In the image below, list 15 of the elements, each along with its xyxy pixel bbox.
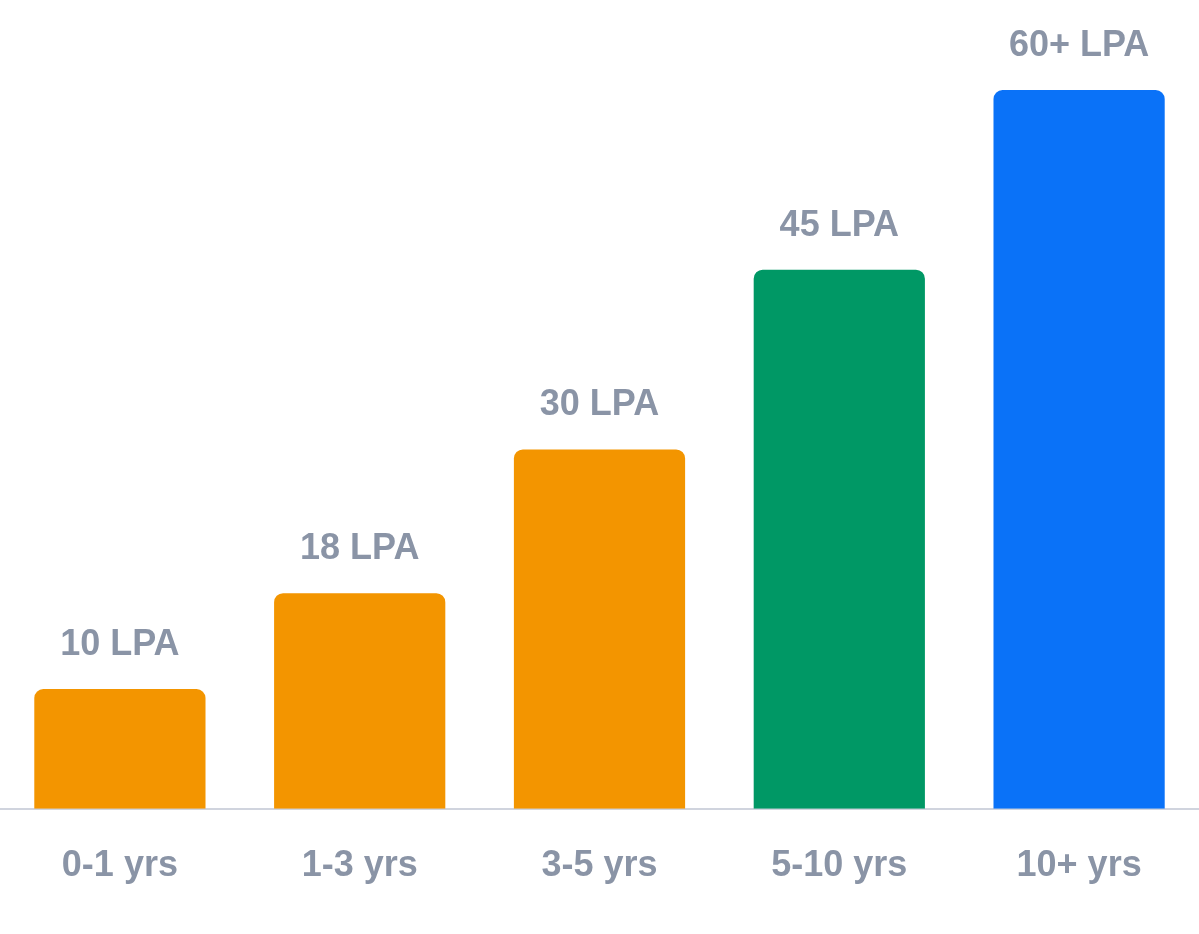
x-tick-label: 3-5 yrs <box>541 843 658 885</box>
x-tick-label: 1-3 yrs <box>301 843 418 885</box>
data-label: 10 LPA <box>60 621 180 663</box>
bar <box>753 269 925 809</box>
bar <box>274 593 446 809</box>
x-tick-label: 10+ yrs <box>1016 843 1142 885</box>
data-label: 45 LPA <box>779 202 899 244</box>
bar <box>34 689 206 809</box>
x-tick-label: 0-1 yrs <box>61 843 178 885</box>
data-label: 60+ LPA <box>1008 22 1150 64</box>
data-label: 30 LPA <box>539 382 660 424</box>
x-tick-label: 5-10 yrs <box>771 843 908 885</box>
bar <box>513 449 686 809</box>
data-label: 18 LPA <box>300 526 420 568</box>
bar <box>993 90 1165 809</box>
